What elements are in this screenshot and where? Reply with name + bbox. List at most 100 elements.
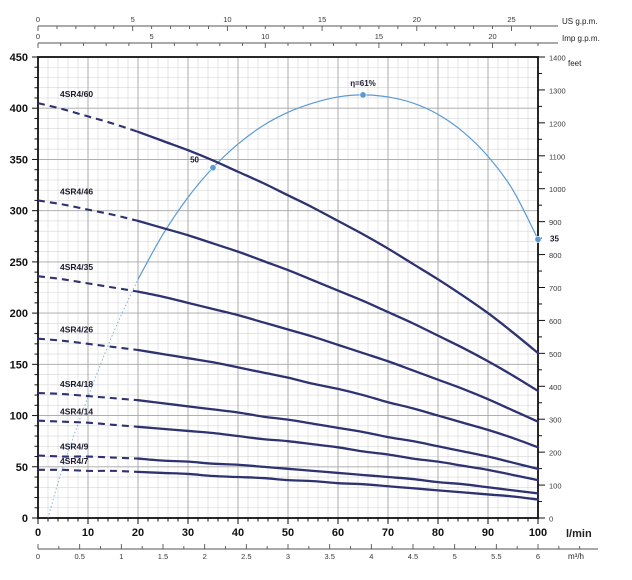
y2-tick-label: 500 [549, 350, 562, 359]
efficiency-marker-point [359, 91, 367, 99]
x-top-tick-label: 25 [507, 15, 515, 24]
x-top2-tick-label: 5 [150, 32, 154, 41]
efficiency-marker-label: 35 [550, 234, 559, 243]
pump-curve-dashed [37, 391, 139, 402]
axis-top-imp-gpm: 0 5 10 15 20 [36, 32, 558, 48]
pump-curve-label: 4SR4/14 [60, 407, 93, 417]
x2-tick-label: 1.5 [158, 552, 168, 561]
x2-tick-label: 2.5 [241, 552, 251, 561]
y-tick-label: 450 [10, 52, 28, 64]
x-top-tick-label: 5 [131, 15, 135, 24]
x-top-tick-label: 20 [413, 15, 421, 24]
y-tick-label: 50 [16, 462, 28, 474]
unit-feet: feet [568, 59, 582, 68]
efficiency-curve [47, 94, 539, 519]
x-tick-label: 90 [482, 527, 494, 539]
y-tick-label: 200 [10, 308, 28, 320]
y2-tick-label: 400 [549, 383, 562, 392]
x-top2-tick-label: 20 [488, 32, 496, 41]
x-top-tick-label: 0 [36, 15, 40, 24]
x2-tick-label: 1 [119, 552, 123, 561]
pump-curve-label: 4SR4/46 [60, 186, 93, 196]
pump-curve-label: 4SR4/60 [60, 89, 93, 99]
x2-tick-label: 3.5 [324, 552, 334, 561]
y2-tick-label: 1000 [549, 185, 566, 194]
x-tick-label: 0 [35, 527, 41, 539]
x-tick-label: 40 [232, 527, 244, 539]
x-tick-label: 70 [382, 527, 394, 539]
y-tick-label: 400 [10, 103, 28, 115]
pump-curve-dashed [37, 337, 139, 352]
pump-curve-solid [136, 219, 540, 393]
x2-tick-label: 0 [36, 552, 40, 561]
pump-curve-dashed [37, 275, 139, 293]
x2-tick-label: 4 [369, 552, 373, 561]
x-tick-label: 30 [182, 527, 194, 539]
unit-imp-gpm: Imp g.p.m. [562, 34, 600, 43]
x-top2-tick-label: 15 [375, 32, 383, 41]
pump-curve-solid [136, 348, 540, 449]
axis-top-us-gpm: 0 5 10 15 20 25 [36, 15, 558, 31]
x2-tick-label: 3 [286, 552, 290, 561]
y-tick-label: 0 [22, 513, 28, 525]
axis-left-head: 0 50 100 150 200 250 300 350 400 450 [10, 52, 38, 525]
efficiency-curve-dotted [47, 279, 139, 519]
y2-tick-label: 200 [549, 449, 562, 458]
axis-right-feet: 0 100 200 300 400 500 600 700 800 900 1000 1100 1200… [538, 54, 566, 524]
y2-tick-label: 1400 [549, 54, 566, 63]
x2-tick-label: 6 [536, 552, 540, 561]
pump-curve-label: 4SR4/7 [60, 456, 89, 466]
pump-curve-dashed [37, 102, 139, 133]
x-tick-label: 100 [529, 527, 547, 539]
unit-lmin: l/min [566, 528, 592, 540]
x2-tick-label: 2 [203, 552, 207, 561]
x2-tick-label: 5.5 [491, 552, 501, 561]
pump-curve-dashed [37, 199, 139, 222]
y2-tick-label: 100 [549, 482, 562, 491]
y2-tick-label: 0 [549, 515, 553, 524]
axis-unit-labels: US g.p.m. Imp g.p.m. feet l/min m³/h [562, 17, 600, 561]
efficiency-marker-point [534, 235, 542, 243]
y-tick-label: 350 [10, 154, 28, 166]
axis-bottom-m3h: 0 0.5 1 1.5 2 2.5 3 3.5 4 4.5 5 5.5 6 [36, 544, 598, 561]
x2-tick-label: 0.5 [74, 552, 84, 561]
unit-us-gpm: US g.p.m. [562, 17, 598, 26]
y-tick-label: 300 [10, 206, 28, 218]
pump-curve-label: 4SR4/18 [60, 379, 93, 389]
pump-curve-label: 4SR4/26 [60, 325, 93, 335]
pump-curve-solid [136, 457, 540, 495]
pump-curve-label: 4SR4/9 [60, 442, 89, 452]
y-tick-label: 100 [10, 411, 28, 423]
x-top2-tick-label: 0 [36, 32, 40, 41]
x-tick-label: 20 [132, 527, 144, 539]
unit-m3h: m³/h [568, 552, 584, 561]
y2-tick-label: 1100 [549, 152, 565, 161]
pump-curve-dashed [37, 468, 139, 473]
y2-tick-label: 700 [549, 284, 562, 293]
y2-tick-label: 600 [549, 317, 562, 326]
axis-bottom-lmin: 0 10 20 30 40 50 60 70 80 90 100 [35, 518, 547, 539]
y2-tick-label: 1300 [549, 86, 566, 95]
pump-curve-solid [136, 425, 540, 482]
efficiency-markers: 50 η=61% 35 [190, 79, 559, 243]
y2-tick-label: 300 [549, 416, 562, 425]
x-tick-label: 10 [82, 527, 94, 539]
pump-curve-solid [136, 470, 540, 501]
x-top2-tick-label: 10 [261, 32, 269, 41]
pump-curve-dashed [37, 454, 139, 460]
x2-tick-label: 5 [453, 552, 457, 561]
x-tick-label: 60 [332, 527, 344, 539]
efficiency-marker-label: 50 [190, 156, 199, 165]
y2-tick-label: 800 [549, 251, 562, 260]
pump-curves [37, 102, 540, 501]
x-top-tick-label: 15 [318, 15, 326, 24]
efficiency-marker-label: η=61% [350, 79, 376, 88]
pump-curve-labels: 4SR4/60 4SR4/46 4SR4/35 4SR4/26 4SR4/18 4SR4/… [60, 89, 93, 466]
x-top-tick-label: 10 [223, 15, 231, 24]
y-tick-label: 250 [10, 257, 28, 269]
efficiency-curve-line [137, 94, 539, 280]
pump-curve-solid [136, 290, 540, 423]
